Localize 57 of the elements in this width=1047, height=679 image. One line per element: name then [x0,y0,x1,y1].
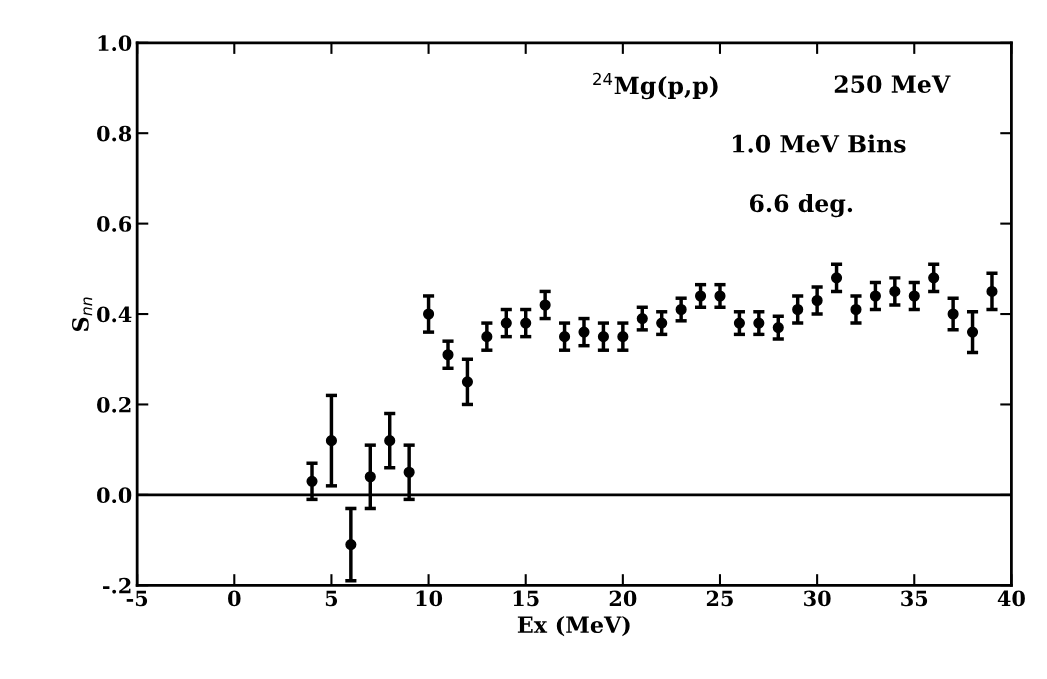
x-tick-label: 20 [609,590,637,607]
x-tick-label: 25 [706,590,733,607]
point [772,322,784,334]
x-tick-label: 10 [416,590,443,607]
point [325,435,337,447]
point [850,303,862,316]
point [636,313,648,325]
point [947,308,959,320]
x-tick-label: 30 [804,590,831,607]
x-tick-label: 5 [325,590,338,607]
point [695,290,707,302]
point [889,285,901,297]
x-tick-label: 35 [901,590,928,607]
y-tick-label: 0.0 [97,487,132,504]
point [461,376,473,388]
y-tick-label: 0.8 [97,125,132,142]
point [675,303,687,316]
point [656,317,668,329]
point [500,317,512,329]
point [733,317,745,329]
x-tick-label: 0 [228,590,241,607]
point [539,299,551,311]
point [364,471,376,483]
point [345,539,357,551]
point [481,331,493,343]
point [306,475,318,487]
point [928,272,940,284]
point [442,349,454,361]
annotation: $^{24}$Mg(p,p) [593,72,718,100]
y-tick-label: 0.2 [97,396,131,413]
y-tick-label: 0.4 [97,306,132,323]
point [830,272,843,284]
point [792,303,804,316]
point [811,294,823,307]
annotation: 250 MeV [834,75,951,94]
x-tick-label: 40 [997,590,1025,607]
point [559,331,571,343]
y-tick-label: 0.6 [97,216,132,232]
x-tick-label: 15 [513,590,539,607]
point [384,435,396,447]
point [578,326,590,338]
point [966,326,979,338]
point [520,317,532,329]
annotation: 1.0 MeV Bins [733,134,906,153]
point [403,466,415,478]
x-axis-title: Ex (MeV) [517,615,630,637]
y-tick-label: 1.0 [98,35,132,51]
point [423,308,435,320]
y-axis-title: S$_{nn}$ [71,297,93,331]
point [597,331,609,343]
point [986,285,998,297]
point [869,290,881,302]
point [617,331,629,343]
point [714,290,726,302]
point [908,290,920,302]
annotation: 6.6 deg. [749,193,853,218]
point [753,317,765,329]
